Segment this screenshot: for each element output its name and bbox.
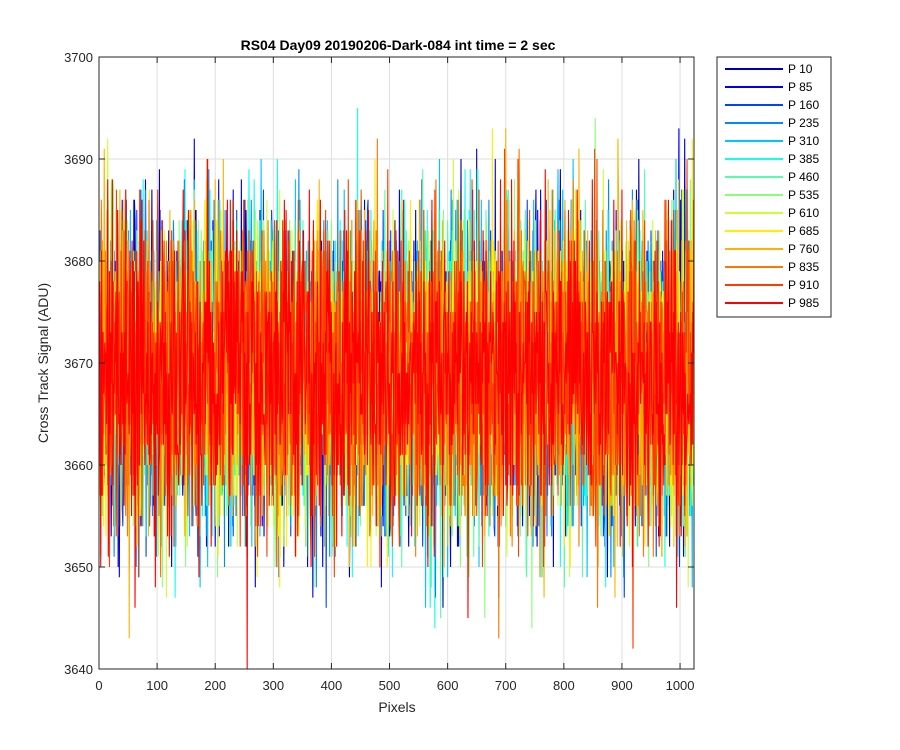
- legend-label: P 685: [788, 224, 819, 238]
- y-tick-label: 3640: [64, 662, 93, 677]
- legend-label: P 535: [788, 188, 819, 202]
- legend-box: [716, 56, 832, 318]
- x-tick-label: 1000: [666, 678, 695, 693]
- x-tick-label: 600: [437, 678, 459, 693]
- legend-label: P 10: [788, 62, 813, 76]
- x-tick-label: 800: [553, 678, 575, 693]
- y-axis-label: Cross Track Signal (ADU): [35, 283, 51, 443]
- legend-label: P 610: [788, 206, 819, 220]
- legend-label: P 835: [788, 260, 819, 274]
- y-tick-label: 3670: [64, 356, 93, 371]
- legend-label: P 85: [788, 80, 813, 94]
- x-tick-label: 0: [95, 678, 102, 693]
- x-tick-label: 300: [262, 678, 284, 693]
- legend-label: P 910: [788, 278, 819, 292]
- y-tick-label: 3660: [64, 458, 93, 473]
- legend-label: P 310: [788, 134, 819, 148]
- y-tick-label: 3650: [64, 560, 93, 575]
- y-axis-ticks: 3640 3650 3660 3670 3680 3690 3700: [64, 50, 694, 677]
- y-tick-label: 3680: [64, 254, 93, 269]
- legend-label: P 160: [788, 98, 819, 112]
- x-tick-label: 100: [146, 678, 168, 693]
- legend-label: P 760: [788, 242, 819, 256]
- legend-label: P 235: [788, 116, 819, 130]
- chart-title: RS04 Day09 20190206-Dark-084 int time = …: [241, 37, 556, 53]
- x-axis-label: Pixels: [378, 699, 415, 715]
- x-tick-label: 500: [379, 678, 401, 693]
- x-tick-label: 900: [611, 678, 633, 693]
- x-axis-ticks: 0 100 200 300 400 500 600 700 800 900 1000: [95, 57, 695, 693]
- y-tick-label: 3690: [64, 152, 93, 167]
- x-tick-label: 400: [321, 678, 343, 693]
- y-tick-label: 3700: [64, 50, 93, 65]
- series-lines: [99, 107, 694, 669]
- x-tick-label: 700: [495, 678, 517, 693]
- legend-label: P 985: [788, 296, 819, 310]
- legend-label: P 460: [788, 170, 819, 184]
- series-line-p985: [99, 158, 694, 669]
- legend-label: P 385: [788, 152, 819, 166]
- legend: P 10 P 85 P 160 P 235 P 310 P 385 P 460 P 535 P …: [716, 56, 832, 318]
- x-tick-label: 200: [204, 678, 226, 693]
